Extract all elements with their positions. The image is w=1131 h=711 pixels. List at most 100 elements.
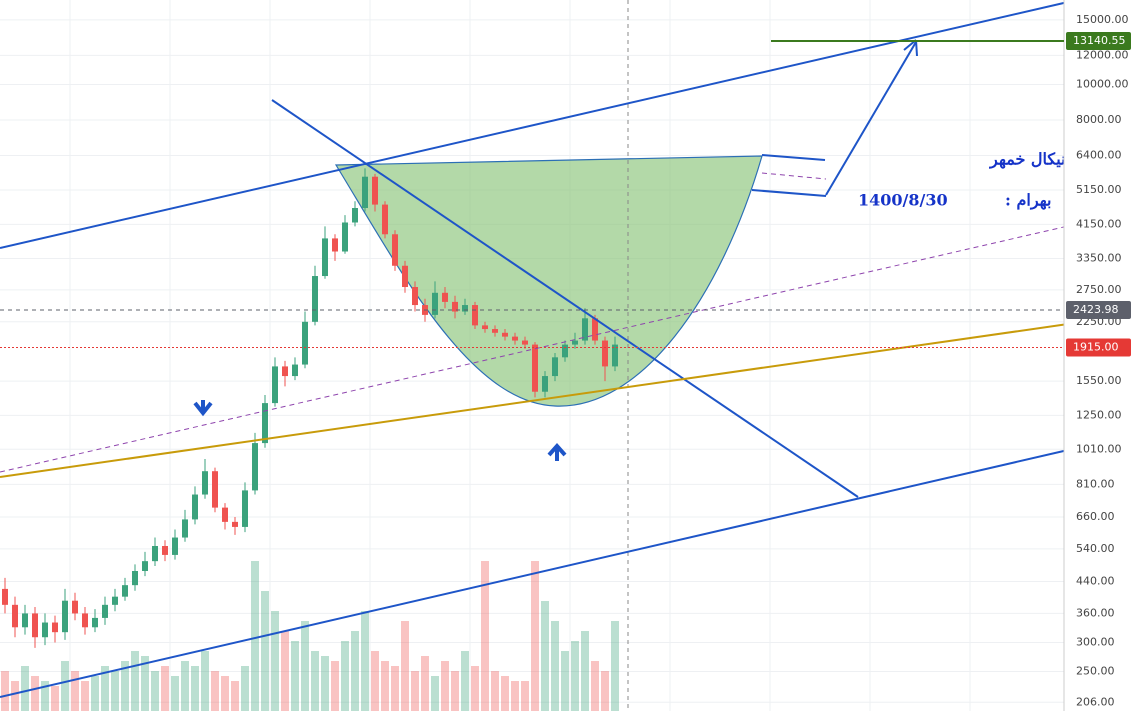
pointer-line (761, 154, 826, 161)
candle-body (612, 344, 618, 367)
axis-labels: 15000.00 12000.00 10000.00 8000.00 6400.00 51… (1076, 13, 1129, 708)
volume-bar (101, 666, 109, 711)
pointer-line (761, 172, 827, 180)
candle-body (162, 545, 168, 555)
y-tick-label: 15000.00 (1076, 13, 1129, 26)
volume-bar (211, 671, 219, 711)
target-arrow (825, 41, 917, 196)
y-tick-label: 1550.00 (1076, 374, 1122, 387)
trend-line (0, 449, 1069, 698)
volume-bar (331, 661, 339, 711)
y-tick-label: 1250.00 (1076, 408, 1122, 421)
candle-body (592, 318, 598, 341)
volume-bar (311, 651, 319, 711)
volume-bar (421, 656, 429, 711)
candle-body (142, 561, 148, 572)
volume-layer (1, 561, 619, 711)
candle-body (242, 490, 248, 527)
y-tick-label: 540.00 (1076, 542, 1115, 555)
candle-body (82, 613, 88, 628)
candle-body (402, 265, 408, 288)
candle-body (52, 622, 58, 633)
candle-body (392, 234, 398, 266)
candle-body (562, 344, 568, 358)
volume-bar (491, 671, 499, 711)
candle-body (442, 292, 448, 302)
candle-body (522, 340, 528, 345)
candle-body (132, 571, 138, 586)
y-tick-label: 8000.00 (1076, 113, 1122, 126)
price-tag (1066, 300, 1131, 319)
volume-bar (351, 631, 359, 711)
volume-bar (601, 671, 609, 711)
volume-bar (441, 661, 449, 711)
volume-bar (51, 686, 59, 711)
support-line (0, 323, 1069, 478)
candle-body (412, 287, 418, 306)
y-tick-label: 2750.00 (1076, 283, 1122, 296)
candle-body (372, 176, 378, 205)
volume-bar (501, 676, 509, 711)
candle-body (152, 545, 158, 562)
candle-body (602, 340, 608, 367)
y-tick-label: 3350.00 (1076, 251, 1122, 264)
candle-body (462, 305, 468, 312)
candle-body (202, 471, 208, 495)
volume-bar (521, 681, 529, 711)
volume-bar (251, 561, 259, 711)
candle-body (122, 585, 128, 597)
y-tick-label: 6400.00 (1076, 148, 1122, 161)
price-tag (1066, 338, 1131, 357)
y-tick-label: 810.00 (1076, 477, 1115, 490)
volume-bar (381, 661, 389, 711)
candle-body (2, 588, 8, 605)
candle-body (532, 344, 538, 392)
candle-body (552, 357, 558, 377)
volume-bar (461, 651, 469, 711)
candle-body (572, 340, 578, 345)
price-tag-label: 2423.98 (1073, 303, 1119, 316)
candle-body (382, 204, 388, 235)
candle-body (312, 276, 318, 322)
volume-bar (531, 561, 539, 711)
y-tick-label: 5150.00 (1076, 183, 1122, 196)
candle-body (292, 364, 298, 377)
candle-body (22, 613, 28, 628)
pointer-line (751, 189, 827, 197)
volume-bar (451, 671, 459, 711)
dashed-line (0, 225, 1069, 473)
volume-bar (591, 661, 599, 711)
volume-bar (71, 671, 79, 711)
y-tick-label: 4150.00 (1076, 217, 1122, 230)
candle-body (212, 471, 218, 508)
candle-body (482, 325, 488, 330)
price-tag-label: 13140.55 (1073, 34, 1126, 47)
volume-bar (471, 666, 479, 711)
candle-body (92, 617, 98, 628)
candle-body (302, 321, 308, 365)
volume-bar (31, 676, 39, 711)
y-tick-label: 250.00 (1076, 664, 1115, 677)
candle-body (272, 366, 278, 404)
candle-body (262, 403, 268, 444)
candle-body (62, 600, 68, 633)
volume-bar (161, 666, 169, 711)
y-tick-label: 440.00 (1076, 575, 1115, 588)
volume-bar (111, 671, 119, 711)
candle-body (432, 292, 438, 315)
volume-bar (151, 671, 159, 711)
volume-bar (571, 641, 579, 711)
candle-body (502, 332, 508, 337)
candle-body (452, 301, 458, 312)
up-arrow (547, 442, 567, 461)
trend-line (271, 99, 859, 498)
volume-bar (141, 656, 149, 711)
volume-bar (321, 656, 329, 711)
y-tick-label: 360.00 (1076, 606, 1115, 619)
volume-bar (511, 681, 519, 711)
volume-bar (481, 561, 489, 711)
candle-body (172, 537, 178, 555)
volume-bar (401, 621, 409, 711)
candle-body (32, 613, 38, 638)
volume-bar (61, 661, 69, 711)
